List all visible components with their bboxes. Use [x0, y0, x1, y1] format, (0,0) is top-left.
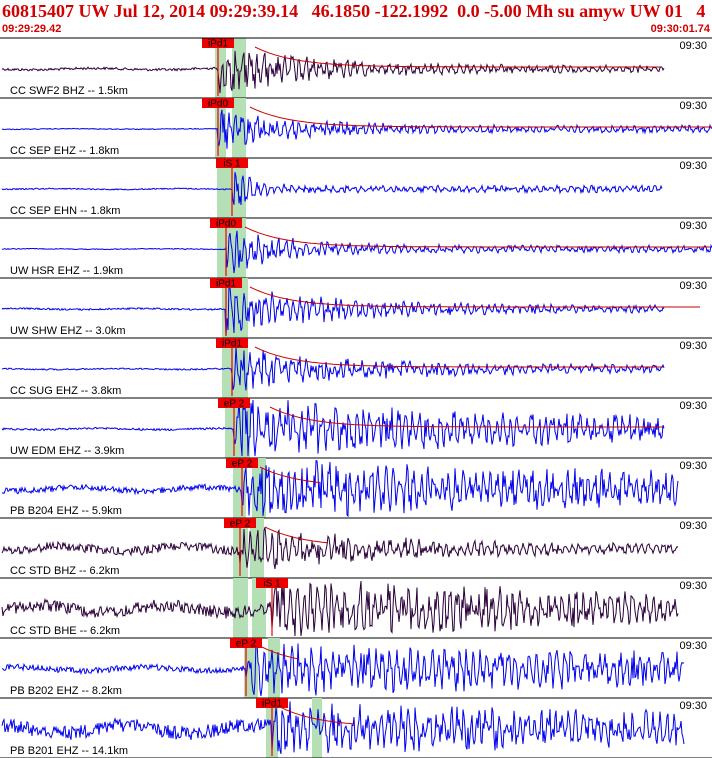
waveform	[1, 109, 712, 149]
station-label: CC STD BHE -- 6.2km	[10, 625, 120, 637]
time-label: 09:30	[679, 460, 707, 472]
pick-label: iPd1	[262, 699, 282, 710]
waveform	[1, 172, 663, 206]
pick-label-box	[256, 578, 288, 588]
trace-panel: iPd1 PB B201 EHZ -- 14.1km 09:30	[0, 698, 712, 758]
station-label: CC STD BHZ -- 6.2km	[10, 565, 119, 577]
waveform	[1, 346, 665, 391]
pick-label: eP 2	[236, 639, 257, 650]
waveform	[1, 701, 685, 755]
waveform	[1, 50, 665, 94]
station-label: PB B204 EHZ -- 5.9km	[10, 505, 122, 517]
pick-label: iS 1	[263, 579, 281, 590]
pick-label-box	[216, 158, 248, 168]
p-pick-window	[222, 278, 233, 338]
trace-panel: iPd1 CC SWF2 BHZ -- 1.5km 09:30	[0, 38, 712, 99]
s-pick-window	[232, 98, 246, 158]
trace-panel: iPd0 UW HSR EHZ -- 1.9km 09:30	[0, 218, 712, 279]
pick-label: eP 2	[230, 519, 251, 530]
time-label: 09:30	[679, 40, 707, 52]
station-label: UW HSR EHZ -- 1.9km	[10, 265, 123, 277]
pick-label: iPd0	[208, 99, 228, 110]
time-label: 09:30	[679, 160, 707, 172]
station-label: CC SEP EHZ -- 1.8km	[10, 145, 119, 157]
pick-label-box	[224, 518, 256, 528]
time-label: 09:30	[679, 100, 707, 112]
coda-curve	[279, 706, 356, 725]
p-pick-window	[217, 218, 233, 278]
pick-label-box	[210, 218, 242, 228]
p-pick-window	[215, 38, 226, 98]
coda-curve	[249, 286, 700, 308]
p-pick-window	[233, 578, 248, 638]
station-label: CC SWF2 BHZ -- 1.5km	[10, 85, 128, 97]
time-label: 09:30	[679, 400, 707, 412]
coda-curve	[254, 46, 660, 68]
time-label: 09:30	[679, 340, 707, 352]
pick-label: iPd1	[208, 39, 228, 50]
waveform	[1, 527, 679, 570]
coda-curve	[261, 646, 299, 660]
time-label: 09:30	[679, 580, 707, 592]
start-time: 09:29:29.42	[2, 23, 62, 35]
coda-curve	[254, 346, 663, 368]
pick-label: eP 2	[224, 399, 245, 410]
pick-label: iS 1	[223, 159, 241, 170]
s-pick-window	[252, 578, 266, 638]
waveform	[1, 399, 665, 457]
s-pick-window	[233, 278, 248, 338]
trace-panel: eP 2 UW EDM EHZ -- 3.9km 09:30	[0, 398, 712, 459]
waveform	[1, 639, 685, 697]
coda-curve	[249, 106, 712, 128]
station-label: CC SUG EHZ -- 3.8km	[10, 385, 121, 397]
waveform	[1, 460, 679, 518]
pick-label-box	[218, 398, 250, 408]
coda-curve	[269, 406, 663, 428]
trace-panel: iS 1 CC SEP EHN -- 1.8km 09:30	[0, 158, 712, 219]
coda-curve	[244, 226, 710, 248]
s-pick-window	[312, 698, 322, 758]
pick-label-box	[230, 638, 262, 648]
time-label: 09:30	[679, 700, 707, 712]
pick-label-box	[256, 698, 288, 708]
trace-panel: iPd0 CC SEP EHZ -- 1.8km 09:30	[0, 98, 712, 159]
trace-panel: iS 1 CC STD BHE -- 6.2km 09:30	[0, 578, 712, 639]
pick-label: eP 2	[232, 459, 253, 470]
trace-panel: iPd1 UW SHW EHZ -- 3.0km 09:30	[0, 278, 712, 339]
station-label: UW EDM EHZ -- 3.9km	[10, 445, 124, 457]
trace-panel: iPd1 CC SUG EHZ -- 3.8km 09:30	[0, 338, 712, 399]
station-label: UW SHW EHZ -- 3.0km	[10, 325, 126, 337]
time-label: 09:30	[679, 280, 707, 292]
pick-label-box	[210, 278, 242, 288]
pick-label-box	[202, 98, 234, 108]
pick-label: iPd1	[216, 279, 236, 290]
end-time: 09:30:01.74	[650, 23, 710, 35]
time-label: 09:30	[679, 640, 707, 652]
time-label: 09:30	[679, 520, 707, 532]
station-label: CC SEP EHN -- 1.8km	[10, 205, 120, 217]
coda-curve	[264, 526, 329, 544]
trace-panel: eP 2 CC STD BHZ -- 6.2km 09:30	[0, 518, 712, 579]
event-title: 60815407 UW Jul 12, 2014 09:29:39.14 46.…	[2, 1, 706, 21]
p-pick-window	[217, 158, 233, 218]
station-label: PB B202 EHZ -- 8.2km	[10, 685, 122, 697]
station-label: PB B201 EHZ -- 14.1km	[10, 745, 128, 757]
pick-label-box	[202, 38, 234, 48]
waveform	[1, 284, 665, 337]
waveform	[1, 579, 679, 637]
pick-label: iPd1	[222, 339, 242, 350]
time-label: 09:30	[679, 220, 707, 232]
trace-panel: eP 2 PB B202 EHZ -- 8.2km 09:30	[0, 638, 712, 699]
coda-curve	[259, 466, 321, 483]
trace-panel: eP 2 PB B204 EHZ -- 5.9km 09:30	[0, 458, 712, 519]
pick-label-box	[226, 458, 258, 468]
header-bar: 60815407 UW Jul 12, 2014 09:29:39.14 46.…	[0, 0, 712, 38]
pick-label-box	[216, 338, 248, 348]
s-pick-window	[250, 518, 264, 578]
pick-label: iPd0	[216, 219, 236, 230]
